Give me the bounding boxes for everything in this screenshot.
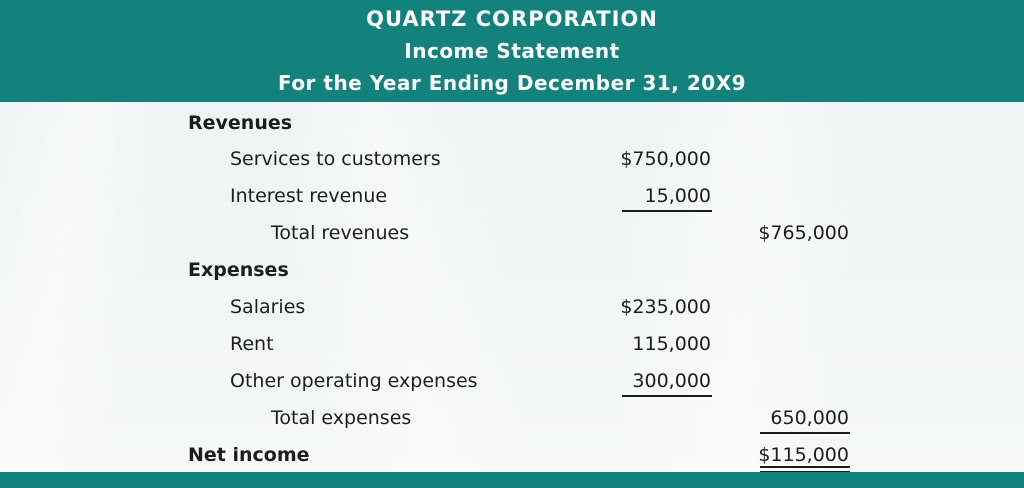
revenues-subtotal-rule: [622, 210, 712, 212]
background-decoration: [0, 102, 1024, 472]
expense-label-rent: Rent: [230, 333, 274, 355]
statement-period: For the Year Ending December 31, 20X9: [277, 71, 747, 95]
expense-amount-rent: 115,000: [632, 333, 711, 355]
expense-amount-other: 300,000: [632, 370, 711, 392]
statement-title: Income Statement: [404, 39, 620, 63]
total-expenses-amount: 650,000: [770, 407, 849, 429]
total-expenses-rule: [760, 432, 850, 434]
total-expenses-label: Total expenses: [271, 407, 412, 429]
net-income-amount: $115,000: [758, 444, 849, 466]
expense-label-other: Other operating expenses: [230, 370, 478, 392]
expense-label-salaries: Salaries: [230, 296, 306, 318]
revenue-label-interest: Interest revenue: [230, 185, 388, 207]
total-revenues-label: Total revenues: [271, 222, 410, 244]
expenses-heading: Expenses: [188, 259, 289, 281]
total-revenues-amount: $765,000: [758, 222, 849, 244]
company-name: QUARTZ CORPORATION: [366, 7, 658, 31]
revenue-label-services: Services to customers: [230, 148, 441, 170]
net-income-label: Net income: [188, 444, 310, 466]
statement-header: QUARTZ CORPORATION Income Statement For …: [0, 0, 1024, 102]
expenses-subtotal-rule: [622, 395, 712, 397]
revenue-amount-interest: 15,000: [644, 185, 711, 207]
footer-bar: [0, 472, 1024, 488]
revenues-heading: Revenues: [188, 112, 293, 134]
expense-amount-salaries: $235,000: [620, 296, 711, 318]
revenue-amount-services: $750,000: [620, 148, 711, 170]
